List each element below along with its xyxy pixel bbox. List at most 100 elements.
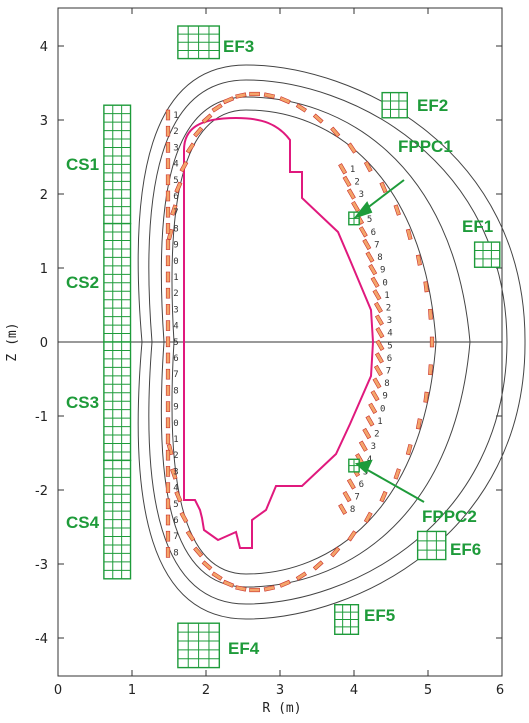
probe-number: 0 xyxy=(173,257,178,267)
probe xyxy=(165,498,171,510)
probe xyxy=(351,200,361,213)
probe xyxy=(347,142,357,154)
y-axis-title: Z (m) xyxy=(5,322,20,361)
probe-number: 8 xyxy=(384,379,389,389)
probe-number: 3 xyxy=(387,316,392,326)
probe xyxy=(165,174,171,186)
x-tick-label: 0 xyxy=(54,683,62,698)
probe xyxy=(363,511,373,524)
probe xyxy=(201,113,213,124)
probe-number: 4 xyxy=(173,322,178,332)
probe-number: 2 xyxy=(173,451,178,461)
probe xyxy=(393,468,401,480)
probe-number: 0 xyxy=(173,419,178,429)
probe-number: 4 xyxy=(173,484,178,494)
coil-label-ef5: EF5 xyxy=(364,606,395,625)
coil-label-ef2: EF2 xyxy=(417,96,448,115)
probe-number: 9 xyxy=(173,241,178,251)
probe-number: 5 xyxy=(387,341,392,351)
probe xyxy=(423,281,429,293)
x-axis-title: R (m) xyxy=(262,701,301,716)
fppc2-arrow xyxy=(363,467,425,503)
probe xyxy=(379,181,388,194)
probe xyxy=(415,418,422,430)
probe xyxy=(211,571,223,581)
probe-number: 1 xyxy=(377,417,382,427)
probe xyxy=(165,190,171,202)
probe xyxy=(279,579,291,588)
probe xyxy=(330,126,341,138)
probe xyxy=(365,251,375,263)
probe xyxy=(165,368,171,380)
y-tick-label: 3 xyxy=(40,114,48,129)
probe xyxy=(165,433,171,445)
probe xyxy=(174,490,183,503)
probe-number: 6 xyxy=(173,516,178,526)
coil-label-fppc1: FPPC1 xyxy=(398,137,453,156)
probe xyxy=(235,585,247,592)
probe xyxy=(165,547,171,558)
stabilizer-contour xyxy=(171,109,437,575)
y-tick-label: -4 xyxy=(35,632,48,647)
probe-number: 9 xyxy=(173,403,178,413)
probe xyxy=(165,287,171,299)
probe-number: 5 xyxy=(367,215,372,225)
probe xyxy=(374,314,384,326)
probe-number: 7 xyxy=(173,208,178,218)
probe xyxy=(165,385,171,396)
probe xyxy=(428,364,433,376)
coil-label-cs4: CS4 xyxy=(66,513,100,532)
probe xyxy=(347,530,357,542)
probe xyxy=(358,226,368,238)
probe-number: 1 xyxy=(173,111,178,121)
coil-cs4 xyxy=(103,459,132,580)
coil-label-cs3: CS3 xyxy=(66,393,99,412)
y-tick-label: 0 xyxy=(40,336,48,351)
probe xyxy=(373,364,383,377)
probe xyxy=(222,579,235,588)
probe xyxy=(249,91,260,97)
probe xyxy=(263,585,275,592)
coil-cs1 xyxy=(103,104,132,225)
probe xyxy=(193,546,204,558)
probe-number: 2 xyxy=(354,177,359,187)
probe xyxy=(312,113,324,124)
y-tick-label: -2 xyxy=(35,484,48,499)
probe-number: 1 xyxy=(173,273,178,283)
probe-number: 1 xyxy=(384,291,389,301)
probe xyxy=(375,339,385,351)
vessel-outer-wall xyxy=(137,64,526,620)
probe-number: 2 xyxy=(374,430,379,440)
probe xyxy=(222,96,235,105)
probe-number: 6 xyxy=(173,354,178,364)
x-tick-label: 5 xyxy=(424,683,432,698)
probe-number: 2 xyxy=(173,289,178,299)
probe-number: 7 xyxy=(386,367,391,377)
probe xyxy=(368,402,378,414)
probe-number: 6 xyxy=(359,480,364,490)
probe xyxy=(370,390,380,402)
probe xyxy=(346,478,356,490)
probe xyxy=(338,163,348,175)
coil-label-ef6: EF6 xyxy=(450,540,481,559)
x-tick-label: 1 xyxy=(128,683,136,698)
coil-label-cs1: CS1 xyxy=(66,155,99,174)
probe xyxy=(165,336,171,348)
probe xyxy=(235,92,247,99)
probe xyxy=(373,301,383,314)
probe-number: 2 xyxy=(386,303,391,313)
probe xyxy=(405,443,413,456)
coil-label-cs2: CS2 xyxy=(66,273,99,292)
coil-cs3 xyxy=(103,341,132,462)
probe xyxy=(374,352,384,364)
probe-number: 2 xyxy=(173,127,178,137)
coil-ef3 xyxy=(177,25,221,60)
probe-number: 0 xyxy=(380,404,385,414)
vessel-contours xyxy=(137,64,526,620)
probe xyxy=(185,530,196,542)
probe-number: 1 xyxy=(350,165,355,175)
probe xyxy=(393,204,401,216)
probe xyxy=(165,320,171,331)
probe xyxy=(279,96,291,105)
